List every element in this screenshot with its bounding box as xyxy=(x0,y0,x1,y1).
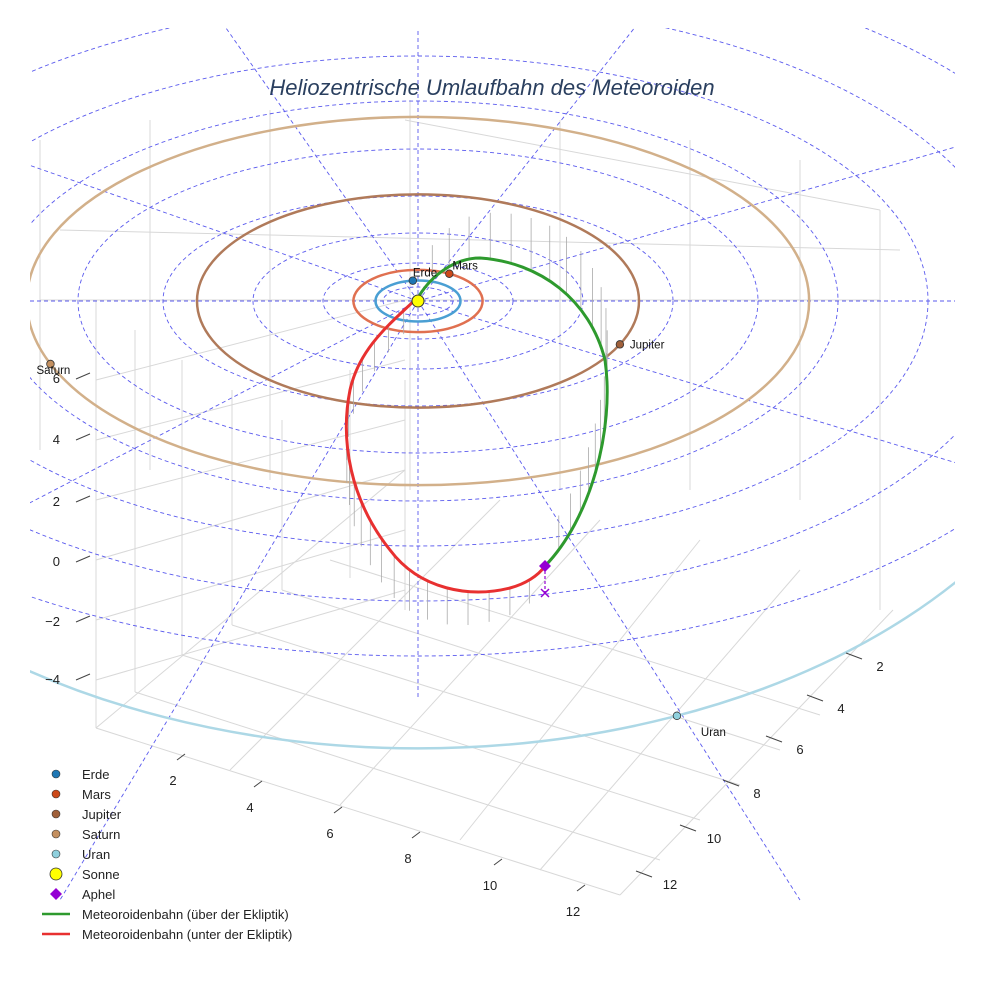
x-tick-label: 4 xyxy=(246,800,253,815)
legend-symbol xyxy=(36,864,76,884)
meteoroid-orbit-above xyxy=(417,256,609,568)
legend-item[interactable]: Mars xyxy=(36,784,292,804)
y-tick-mark xyxy=(679,824,697,832)
planet-orbits xyxy=(30,115,955,750)
legend-item[interactable]: Jupiter xyxy=(36,804,292,824)
legend-label: Meteoroidenbahn (über der Ekliptik) xyxy=(82,906,289,922)
legend-symbol xyxy=(36,824,76,844)
y-tick-label: 6 xyxy=(796,742,803,757)
legend-label: Erde xyxy=(82,766,110,782)
meteoroid-orbit xyxy=(344,256,609,594)
z-tick-mark xyxy=(75,433,91,441)
z-tick-mark xyxy=(75,615,91,623)
x-tick-mark xyxy=(493,858,503,866)
legend-label: Saturn xyxy=(82,826,121,842)
legend-item[interactable]: Meteoroidenbahn (unter der Ekliptik) xyxy=(36,924,292,944)
legend-label: Jupiter xyxy=(82,806,122,822)
legend-item[interactable]: Sonne xyxy=(36,864,292,884)
orbit-erde xyxy=(374,279,462,323)
orbit-jupiter xyxy=(195,193,641,409)
x-tick-mark xyxy=(176,753,186,761)
planet-label-mars: Mars xyxy=(452,261,478,273)
y-tick-label: 12 xyxy=(663,877,677,892)
legend-item[interactable]: Saturn xyxy=(36,824,292,844)
planet-erde xyxy=(408,276,418,285)
y-tick-label: 8 xyxy=(753,786,760,801)
legend-symbol xyxy=(36,844,76,864)
ecliptic-grid xyxy=(30,28,955,901)
legend-label: Mars xyxy=(82,786,111,802)
z-tick-label: 2 xyxy=(53,494,60,509)
z-tick-mark xyxy=(75,673,91,681)
legend-symbol xyxy=(36,924,76,944)
orbit-saturn xyxy=(30,115,811,487)
y-tick-mark xyxy=(635,870,653,878)
z-tick-label: −4 xyxy=(45,672,60,687)
x-tick-label: 2 xyxy=(169,773,176,788)
axis-ticks: 6 4 2 0 −2 −4 2 4 6 8 10 12 2 4 6 8 10 12 xyxy=(45,371,883,919)
planet-label-erde: Erde xyxy=(413,268,437,280)
y-tick-mark xyxy=(845,652,863,660)
x-tick-label: 10 xyxy=(483,878,497,893)
orbit-uran xyxy=(30,580,955,750)
legend-item[interactable]: Erde xyxy=(36,764,292,784)
y-tick-label: 4 xyxy=(837,701,844,716)
y-tick-mark xyxy=(722,779,740,787)
sun xyxy=(411,294,425,308)
y-tick-label: 10 xyxy=(707,831,721,846)
x-tick-mark xyxy=(253,780,263,788)
legend-item[interactable]: Uran xyxy=(36,844,292,864)
planet-saturn xyxy=(46,359,55,369)
legend: Erde Mars Jupiter Saturn Uran Sonne Aphel Meteo… xyxy=(36,764,292,944)
aphel-marker xyxy=(539,560,551,572)
planet-label-uran: Uran xyxy=(701,727,726,739)
legend-symbol xyxy=(36,904,76,924)
legend-symbol xyxy=(36,764,76,784)
planet-mars xyxy=(445,269,454,278)
legend-symbol xyxy=(36,884,76,904)
legend-item[interactable]: Aphel xyxy=(36,884,292,904)
x-tick-mark xyxy=(333,806,343,814)
planet-label-saturn: Saturn xyxy=(36,365,70,377)
x-tick-label: 6 xyxy=(326,826,333,841)
x-tick-label: 12 xyxy=(566,904,580,919)
z-tick-mark xyxy=(75,495,91,503)
orbit-mars xyxy=(352,268,484,334)
bodies: Erde Mars Jupiter Saturn Uran xyxy=(36,261,725,739)
legend-symbol xyxy=(36,784,76,804)
y-tick-label: 2 xyxy=(876,659,883,674)
planet-uran xyxy=(672,711,682,720)
z-tick-mark xyxy=(75,372,91,380)
x-tick-label: 8 xyxy=(404,851,411,866)
legend-label: Aphel xyxy=(82,886,116,902)
z-tick-label: 4 xyxy=(53,432,60,447)
aphel-projection xyxy=(540,588,550,598)
chart-title: Heliozentrische Umlaufbahn des Meteoroid… xyxy=(269,75,714,100)
planet-jupiter xyxy=(615,340,625,349)
legend-item[interactable]: Meteoroidenbahn (über der Ekliptik) xyxy=(36,904,292,924)
z-tick-label: 0 xyxy=(53,554,60,569)
planet-label-jupiter: Jupiter xyxy=(630,339,665,351)
z-tick-label: −2 xyxy=(45,614,60,629)
legend-label: Uran xyxy=(82,846,111,862)
legend-symbol xyxy=(36,804,76,824)
z-tick-mark xyxy=(75,555,91,563)
y-tick-mark xyxy=(806,694,824,702)
x-tick-mark xyxy=(411,831,421,839)
meteoroid-orbit-below xyxy=(344,294,547,594)
box-grid xyxy=(39,100,901,896)
legend-label: Meteoroidenbahn (unter der Ekliptik) xyxy=(82,926,293,942)
z-tick-label: 6 xyxy=(53,371,60,386)
legend-label: Sonne xyxy=(82,866,120,882)
x-tick-mark xyxy=(576,884,586,892)
y-tick-mark xyxy=(765,735,783,743)
